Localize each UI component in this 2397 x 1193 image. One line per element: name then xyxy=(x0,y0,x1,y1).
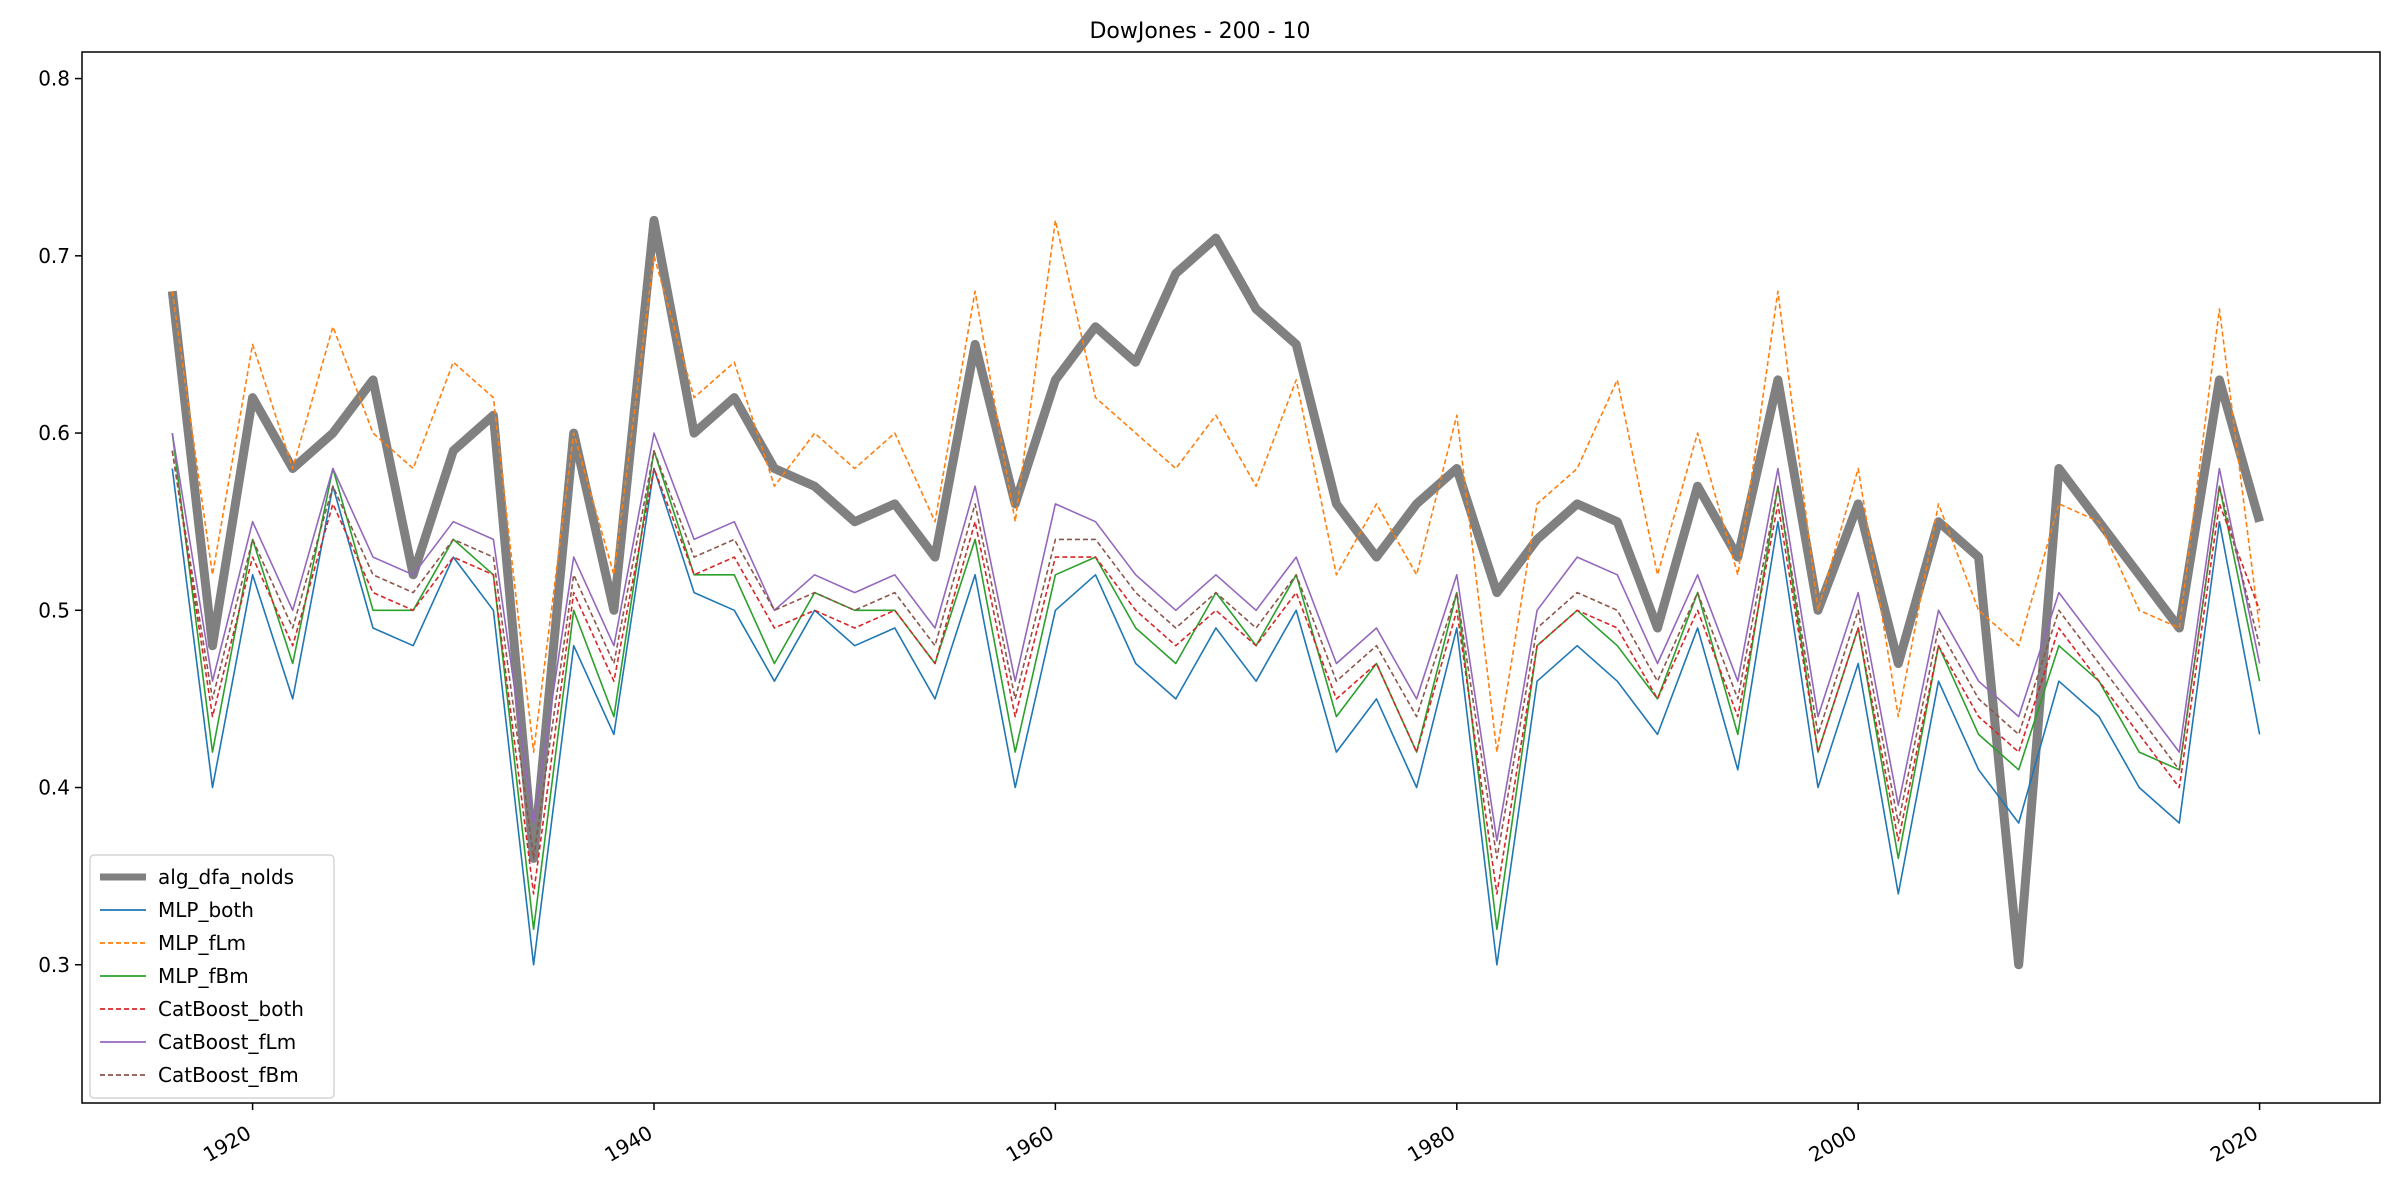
y-tick-label-0.4: 0.4 xyxy=(38,776,70,800)
y-tick-label-0.7: 0.7 xyxy=(38,244,70,268)
series-line-MLP_fLm xyxy=(171,219,2261,753)
y-tick-label-0.8: 0.8 xyxy=(38,67,70,91)
y-axis: 0.3 0.4 0.5 0.6 0.7 0.8 xyxy=(38,67,82,977)
y-tick-label-0.6: 0.6 xyxy=(38,421,70,445)
y-tick-label-0.3: 0.3 xyxy=(38,953,70,977)
plot-frame xyxy=(81,51,2381,1104)
plot-lines xyxy=(167,215,2264,970)
chart-title: DowJones - 200 - 10 xyxy=(1089,19,1310,44)
legend: alg_dfa_nolds MLP_both MLP_fLm MLP_fBm CatBo… xyxy=(89,854,335,1099)
series-line-MLP_both xyxy=(171,467,2261,966)
legend-box xyxy=(89,854,335,1099)
series-line-CatBoost_both xyxy=(171,450,2261,895)
series-line-CatBoost_fBm xyxy=(171,449,2261,860)
legend-label-alg_dfa_nolds: alg_dfa_nolds xyxy=(158,865,294,889)
legend-label-MLP_both: MLP_both xyxy=(158,898,254,922)
series-line-CatBoost_fLm xyxy=(171,432,2261,842)
legend-label-CatBoost_fLm: CatBoost_fLm xyxy=(158,1030,296,1054)
series-line-alg_dfa_nolds xyxy=(167,215,2264,970)
legend-label-MLP_fBm: MLP_fBm xyxy=(158,964,249,988)
legend-label-CatBoost_both: CatBoost_both xyxy=(158,997,304,1021)
legend-label-MLP_fLm: MLP_fLm xyxy=(158,931,246,955)
legend-label-CatBoost_fBm: CatBoost_fBm xyxy=(158,1063,299,1087)
y-tick-label-0.5: 0.5 xyxy=(38,598,70,622)
